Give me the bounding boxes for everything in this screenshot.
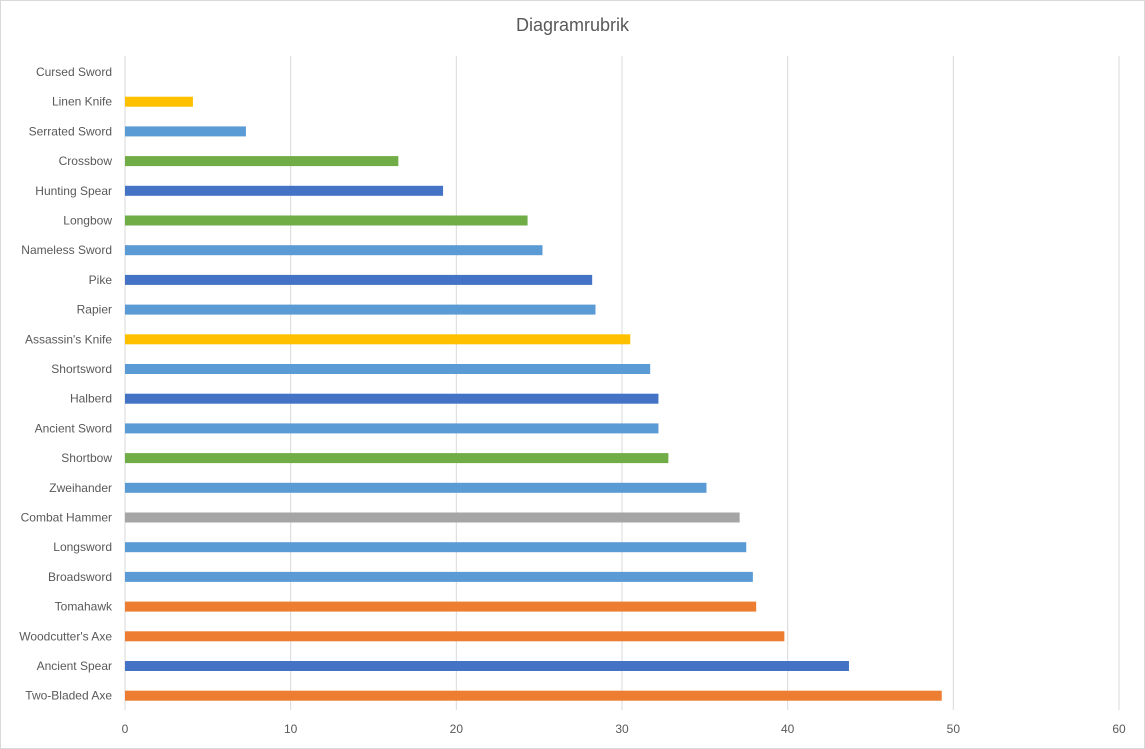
x-tick-label: 60 xyxy=(1112,722,1126,736)
category-label: Longsword xyxy=(53,540,112,554)
bar xyxy=(125,185,444,196)
category-label: Ancient Spear xyxy=(37,659,112,673)
category-label: Halberd xyxy=(70,392,112,406)
category-label: Shortsword xyxy=(51,362,112,376)
bar xyxy=(125,542,747,553)
bar xyxy=(125,334,631,345)
category-label: Hunting Spear xyxy=(35,184,112,198)
category-label: Shortbow xyxy=(61,451,112,465)
bar xyxy=(125,393,659,404)
category-label: Tomahawk xyxy=(55,600,113,614)
x-tick-label: 30 xyxy=(615,722,629,736)
bar xyxy=(125,126,246,137)
bar xyxy=(125,690,942,701)
bar xyxy=(125,304,596,315)
category-label: Assassin's Knife xyxy=(25,332,112,346)
category-label: Crossbow xyxy=(59,154,113,168)
chart-title: Diagramrubrik xyxy=(515,15,630,35)
category-label: Pike xyxy=(89,273,113,287)
category-label: Linen Knife xyxy=(52,95,112,109)
x-tick-label: 0 xyxy=(122,722,129,736)
category-label: Nameless Sword xyxy=(21,243,112,257)
category-label: Zweihander xyxy=(49,481,112,495)
bar xyxy=(125,661,849,671)
bar xyxy=(125,156,399,167)
category-label: Combat Hammer xyxy=(21,511,112,525)
bar xyxy=(125,245,543,256)
category-label: Cursed Sword xyxy=(36,65,112,79)
bar xyxy=(125,453,669,464)
category-label: Ancient Sword xyxy=(35,421,112,435)
x-tick-label: 50 xyxy=(947,722,961,736)
category-label: Two-Bladed Axe xyxy=(25,689,112,703)
x-tick-label: 10 xyxy=(284,722,298,736)
bar xyxy=(125,96,193,107)
category-label: Serrated Sword xyxy=(29,124,112,138)
category-label: Rapier xyxy=(77,303,112,317)
bar xyxy=(125,631,785,642)
bar xyxy=(125,274,593,285)
x-tick-label: 20 xyxy=(450,722,464,736)
bar xyxy=(125,364,651,374)
x-tick-label: 40 xyxy=(781,722,795,736)
bar xyxy=(125,215,528,226)
bar xyxy=(125,601,757,612)
category-label: Woodcutter's Axe xyxy=(19,629,112,643)
category-label: Broadsword xyxy=(48,570,112,584)
bar xyxy=(125,512,740,523)
bar xyxy=(125,482,707,493)
bar xyxy=(125,423,659,434)
category-label: Longbow xyxy=(63,214,112,228)
bar xyxy=(125,571,753,582)
